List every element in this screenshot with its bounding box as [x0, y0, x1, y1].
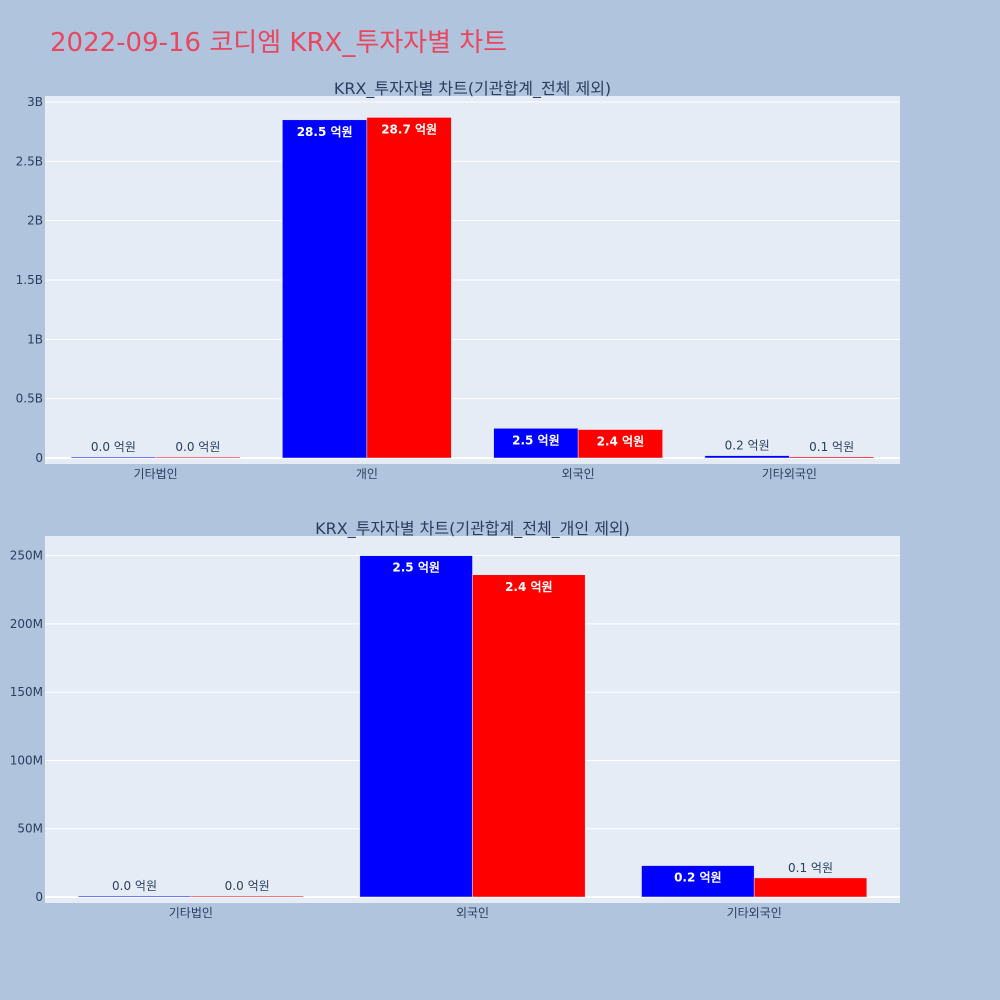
data-label: 0.0 억원 [91, 440, 136, 454]
data-label: 0.1 억원 [809, 440, 854, 454]
y-tick-label: 250M [10, 549, 43, 563]
x-tick-label: 개인 [356, 467, 378, 481]
data-label: 0.2 억원 [725, 439, 770, 453]
bar [577, 429, 663, 459]
x-tick-label: 외국인 [456, 906, 489, 920]
chart-bottom: 0 50M 100M 150M 200M 250M KRX_투자자별 차트(기관합계_전체_… [10, 519, 900, 920]
chart-top: 0 0.5B 1B 1.5B 2B 2.5B 3B KRX_투자자별 차트(기관합계_전체 제… [16, 79, 900, 481]
chart-title: KRX_투자자별 차트(기관합계_전체_개인 제외) [315, 519, 630, 539]
bar [70, 456, 156, 459]
data-label: 2.4 억원 [597, 435, 645, 449]
data-label: 2.5 억원 [512, 433, 560, 447]
y-tick-label: 3B [27, 95, 43, 109]
y-tick-label: 1B [27, 332, 43, 346]
bar [753, 877, 868, 898]
bar [789, 456, 875, 459]
bar [190, 895, 304, 898]
data-label: 0.1 억원 [788, 861, 833, 875]
y-tick-label: 150M [10, 685, 43, 699]
bar [641, 865, 755, 898]
bar [359, 555, 473, 898]
y-tick-label: 200M [10, 617, 43, 631]
x-tick-label: 기타외국인 [727, 906, 782, 920]
page-title: 2022-09-16 코디엠 KRX_투자자별 차트 [50, 28, 508, 58]
bar [704, 455, 790, 459]
data-label: 2.5 억원 [392, 561, 440, 575]
data-label: 0.0 억원 [175, 440, 220, 454]
y-tick-label: 0 [35, 451, 43, 465]
bar [77, 895, 192, 898]
y-tick-label: 2B [27, 214, 43, 228]
y-tick-label: 0 [35, 890, 43, 904]
x-tick-label: 외국인 [562, 467, 595, 481]
data-label: 0.2 억원 [674, 871, 722, 885]
y-tick-label: 100M [10, 753, 43, 767]
y-tick-label: 2.5B [16, 154, 43, 168]
y-tick-label: 50M [17, 822, 43, 836]
bar [282, 119, 368, 459]
y-tick-label: 0.5B [16, 392, 43, 406]
data-label: 0.0 억원 [225, 879, 270, 893]
bar [155, 456, 241, 459]
data-label: 28.5 억원 [297, 125, 353, 139]
data-label: 28.7 억원 [381, 122, 437, 136]
x-tick-label: 기타법인 [169, 906, 213, 920]
y-tick-label: 1.5B [16, 273, 43, 287]
chart-title: KRX_투자자별 차트(기관합계_전체 제외) [334, 79, 611, 99]
data-label: 2.4 억원 [505, 580, 553, 594]
x-tick-label: 기타법인 [134, 467, 178, 481]
bar [472, 574, 586, 898]
x-tick-label: 기타외국인 [762, 467, 817, 481]
data-label: 0.0 억원 [112, 879, 157, 893]
bar [366, 117, 452, 459]
